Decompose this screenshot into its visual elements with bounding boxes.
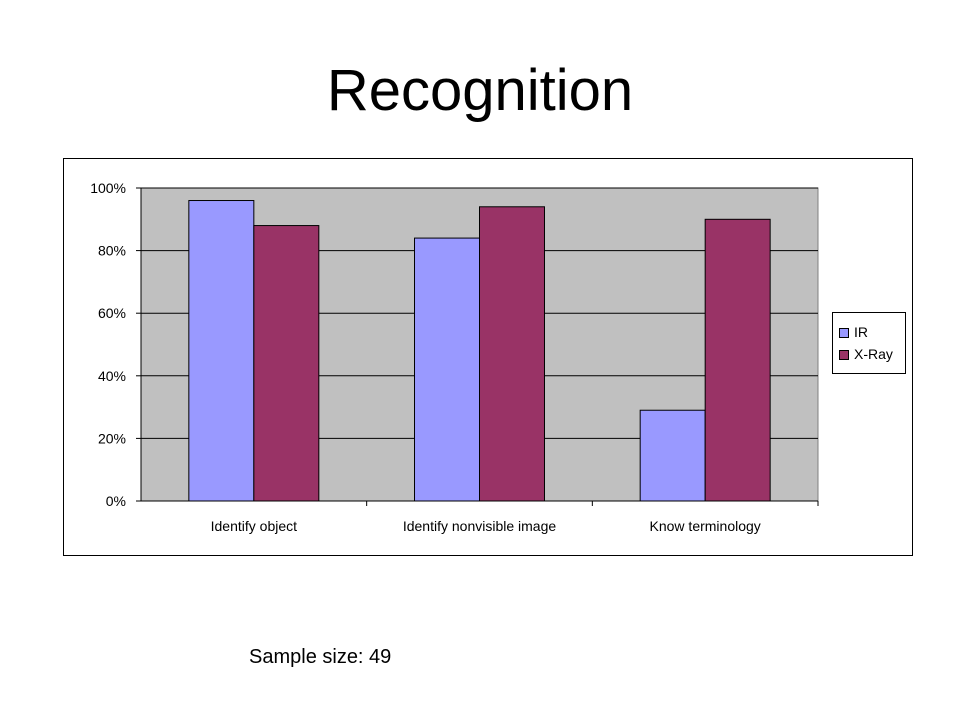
legend-swatch-xray xyxy=(839,350,849,360)
sample-size-note: Sample size: 49 xyxy=(249,646,392,668)
legend-label-xray: X-Ray xyxy=(854,346,893,362)
x-tick-label: Identify object xyxy=(211,518,297,534)
bar-x-ray-3 xyxy=(704,218,771,502)
legend-swatch-ir xyxy=(839,328,849,338)
y-tick-label: 60% xyxy=(98,305,126,321)
y-tick-label: 0% xyxy=(106,493,126,509)
bar-x-ray-1 xyxy=(253,225,320,502)
y-tick-label: 100% xyxy=(90,180,126,196)
bar-x-ray-2 xyxy=(479,206,545,502)
legend-label-ir: IR xyxy=(854,324,868,340)
bar-ir-2 xyxy=(414,237,480,502)
y-tick-label: 20% xyxy=(98,430,126,446)
y-tick-label: 40% xyxy=(98,368,126,384)
bar-ir-1 xyxy=(188,200,255,502)
y-tick-label: 80% xyxy=(98,243,126,259)
chart-legend: IR X-Ray xyxy=(832,312,906,374)
x-tick-label: Know terminology xyxy=(650,518,761,534)
chart-frame: 0% 20% 40% 60% 80% 100% Identify object Identif… xyxy=(63,158,913,556)
bar-ir-3 xyxy=(639,409,706,502)
bar-chart: 0% 20% 40% 60% 80% 100% Identify object Identif… xyxy=(90,180,819,534)
slide-title: Recognition xyxy=(326,58,634,123)
x-tick-label: Identify nonvisible image xyxy=(403,518,557,534)
